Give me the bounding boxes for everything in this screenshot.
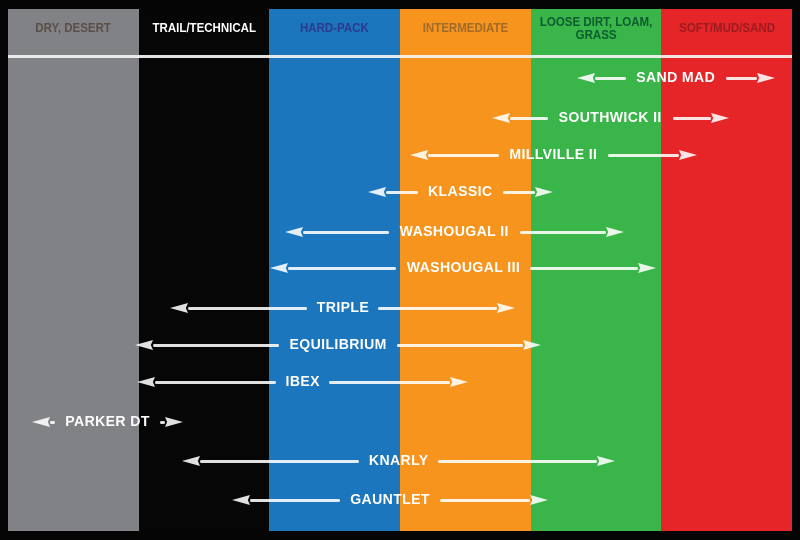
terrain-column-4: INTERMEDIATE <box>400 9 531 531</box>
arrow-left-icon <box>285 226 303 238</box>
arrow-line <box>378 306 497 310</box>
terrain-column-3: HARD-PACK <box>269 9 401 531</box>
tire-name: KNARLY <box>368 453 429 469</box>
arrow-right-icon <box>530 494 549 506</box>
arrow-right-icon <box>606 226 625 238</box>
arrow-right-icon <box>711 112 730 124</box>
terrain-column-label: SOFT/MUD/SAND <box>678 21 775 36</box>
arrow-left-icon <box>410 149 428 161</box>
arrow-right-icon <box>523 339 542 351</box>
arrow-line <box>438 459 598 463</box>
arrow-line <box>725 76 757 80</box>
arrow-line <box>440 498 531 502</box>
tire-name: PARKER DT <box>65 414 150 430</box>
terrain-column-header: DRY, DESERT <box>8 9 139 46</box>
arrow-line <box>607 153 679 157</box>
arrow-line <box>303 230 390 234</box>
tire-name: IBEX <box>285 374 320 390</box>
arrow-line <box>519 230 607 234</box>
terrain-column-label: LOOSE DIRT, LOAM, GRASS <box>539 15 653 42</box>
tire-name: TRIPLE <box>316 300 369 316</box>
arrow-right-icon <box>638 262 657 274</box>
arrow-left-icon <box>232 494 250 506</box>
tire-range-row: GAUNTLET <box>232 489 549 511</box>
tire-range-row: SOUTHWICK II <box>492 107 730 129</box>
arrow-line <box>530 266 639 270</box>
terrain-column-6: SOFT/MUD/SAND <box>661 9 793 531</box>
arrow-right-icon <box>535 186 554 198</box>
terrain-column-label: TRAIL/TECHNICAL <box>152 21 256 36</box>
arrow-line <box>153 343 279 347</box>
arrow-line <box>386 190 419 194</box>
arrow-line <box>502 190 536 194</box>
tire-name: SAND MAD <box>636 70 716 86</box>
arrow-right-icon <box>757 72 775 84</box>
arrow-line <box>200 459 359 463</box>
arrow-line <box>397 343 524 347</box>
arrow-left-icon <box>492 112 510 124</box>
tire-name: MILLVILLE II <box>509 147 598 163</box>
terrain-column-label: HARD-PACK <box>300 21 370 36</box>
arrow-left-icon <box>182 455 200 467</box>
terrain-column-2: TRAIL/TECHNICAL <box>138 9 270 531</box>
arrow-left-icon <box>135 339 153 351</box>
tire-name: WASHOUGAL III <box>406 260 520 276</box>
arrow-left-icon <box>137 376 155 388</box>
terrain-column-header: SOFT/MUD/SAND <box>661 9 792 46</box>
terrain-column-header: HARD-PACK <box>269 9 400 46</box>
arrow-line <box>672 116 712 120</box>
arrow-line <box>510 116 549 120</box>
header-divider-line <box>8 55 792 58</box>
tire-name: KLASSIC <box>428 184 493 200</box>
arrow-right-icon <box>597 455 616 467</box>
arrow-right-icon <box>450 376 469 388</box>
terrain-column-1: DRY, DESERT <box>8 9 139 531</box>
tire-name: WASHOUGAL II <box>399 224 510 240</box>
tire-range-row: IBEX <box>137 371 469 393</box>
terrain-column-header: INTERMEDIATE <box>400 9 531 46</box>
arrow-line <box>595 76 627 80</box>
tire-name: EQUILIBRIUM <box>289 337 387 353</box>
arrow-right-icon <box>165 416 183 428</box>
tire-range-row: PARKER DT <box>32 411 183 433</box>
arrow-line <box>329 380 451 384</box>
arrow-line <box>250 498 340 502</box>
tire-range-row: KLASSIC <box>368 181 554 203</box>
tire-range-row: KNARLY <box>182 450 616 472</box>
arrow-left-icon <box>368 186 386 198</box>
tire-name: SOUTHWICK II <box>558 110 663 126</box>
arrow-left-icon <box>577 72 595 84</box>
arrow-left-icon <box>270 262 288 274</box>
terrain-column-label: INTERMEDIATE <box>422 21 509 36</box>
arrow-line <box>188 306 307 310</box>
arrow-left-icon <box>32 416 50 428</box>
tire-range-row: MILLVILLE II <box>410 144 697 166</box>
tire-range-row: SAND MAD <box>577 67 775 89</box>
tire-name: GAUNTLET <box>350 492 430 508</box>
arrow-left-icon <box>170 302 188 314</box>
tire-range-row: WASHOUGAL II <box>285 221 625 243</box>
arrow-line <box>160 420 165 424</box>
arrow-line <box>155 380 276 384</box>
terrain-column-label: DRY, DESERT <box>35 21 112 36</box>
tire-range-row: WASHOUGAL III <box>270 257 657 279</box>
arrow-right-icon <box>497 302 515 314</box>
arrow-line <box>288 266 396 270</box>
tire-range-row: TRIPLE <box>170 297 515 319</box>
terrain-column-header: TRAIL/TECHNICAL <box>139 9 270 46</box>
terrain-column-header: LOOSE DIRT, LOAM, GRASS <box>531 9 662 46</box>
arrow-right-icon <box>679 149 697 161</box>
arrow-line <box>50 420 55 424</box>
arrow-line <box>428 153 500 157</box>
tire-range-row: EQUILIBRIUM <box>135 334 542 356</box>
